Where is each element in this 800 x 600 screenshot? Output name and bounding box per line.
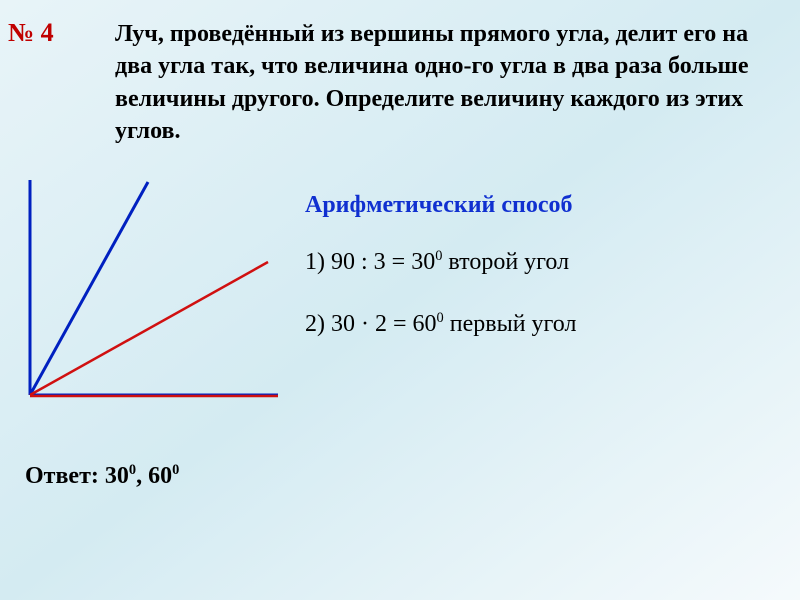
answer-mid: , 60 (136, 463, 172, 489)
problem-number: № 4 (8, 18, 54, 48)
answer-label: Ответ: 30 (25, 463, 129, 489)
step1-prefix: 1) 90 : 3 = 30 (305, 249, 435, 275)
step2-prefix: 2) 30 · 2 = 60 (305, 311, 437, 337)
problem-text-content: Луч, проведённый из вершины прямого угла… (115, 21, 748, 144)
answer: Ответ: 300, 600 (25, 462, 179, 490)
step2-degree: 0 (437, 310, 444, 326)
answer-deg2: 0 (172, 462, 179, 478)
method-title-text: Арифметический способ (305, 192, 572, 218)
answer-deg1: 0 (129, 462, 136, 478)
problem-number-text: № 4 (8, 18, 54, 47)
method-title: Арифметический способ (305, 192, 572, 219)
problem-text: Луч, проведённый из вершины прямого угла… (115, 18, 785, 148)
solution-step-2: 2) 30 · 2 = 600 первый угол (305, 310, 576, 338)
angle-diagram (18, 170, 288, 410)
solution-step-1: 1) 90 : 3 = 300 второй угол (305, 248, 569, 276)
step2-suffix: первый угол (444, 311, 577, 337)
step1-suffix: второй угол (442, 249, 569, 275)
